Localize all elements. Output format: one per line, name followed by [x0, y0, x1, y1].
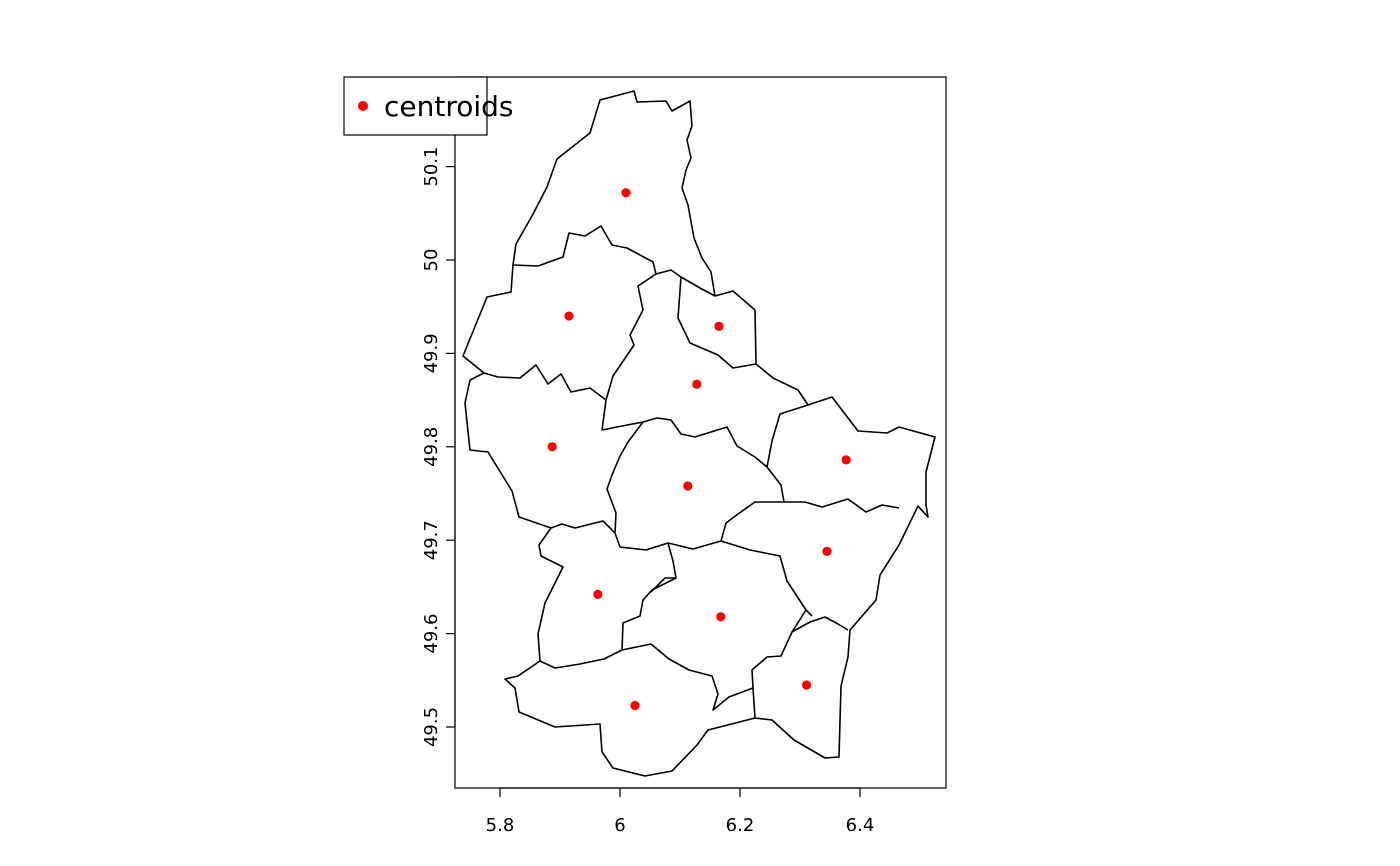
boundary-wiltz-diekirch — [601, 309, 768, 468]
x-tick-label: 5.8 — [486, 815, 515, 836]
y-tick-label: 49.5 — [421, 707, 442, 747]
boundary-capellen-north — [550, 520, 616, 534]
centroid-point — [841, 455, 851, 465]
legend-label: centroids — [384, 90, 514, 123]
centroid-point — [564, 311, 574, 321]
boundary-redange — [483, 364, 607, 401]
y-tick-label: 50 — [421, 249, 442, 272]
centroid-points — [547, 188, 851, 711]
boundary-vianden — [655, 269, 757, 369]
x-tick-label: 6.4 — [846, 815, 875, 836]
boundary-mersch — [606, 421, 784, 551]
x-tick-label: 6.2 — [726, 815, 755, 836]
boundary-luxembourg — [621, 542, 677, 651]
country-outline — [462, 90, 936, 777]
centroid-point — [692, 379, 702, 389]
y-axis: 49.5 49.6 49.7 49.8 49.9 50 50.1 — [421, 147, 456, 747]
centroid-point — [802, 680, 812, 690]
centroid-point — [621, 188, 631, 198]
y-tick-label: 49.7 — [421, 520, 442, 560]
y-tick-label: 49.8 — [421, 427, 442, 467]
boundary-grevenmacher — [720, 540, 813, 617]
centroid-point — [630, 700, 640, 711]
boundary-diekirch-inner — [680, 276, 716, 297]
boundary-capellen-luxembourg — [650, 577, 676, 593]
centroid-point — [714, 321, 724, 331]
centroid-point — [716, 612, 726, 622]
boundary-esch-north — [539, 609, 807, 711]
boundary-remich — [791, 616, 849, 633]
boundary-echternach-west — [766, 404, 900, 513]
legend-marker — [358, 101, 368, 111]
boundary-clervaux-wiltz — [512, 225, 657, 311]
centroid-point — [593, 589, 603, 599]
x-axis: 5.8 6 6.2 6.4 — [486, 787, 875, 836]
y-tick-label: 49.6 — [421, 614, 442, 654]
y-tick-label: 50.1 — [421, 147, 442, 187]
centroid-point — [683, 481, 693, 491]
centroid-point — [822, 546, 832, 557]
centroid-point — [547, 442, 557, 452]
district-boundaries — [462, 90, 936, 777]
x-tick-label: 6 — [614, 815, 625, 836]
y-tick-label: 49.9 — [421, 333, 442, 373]
boundary-esch-east — [752, 687, 756, 719]
legend: centroids — [343, 76, 514, 136]
